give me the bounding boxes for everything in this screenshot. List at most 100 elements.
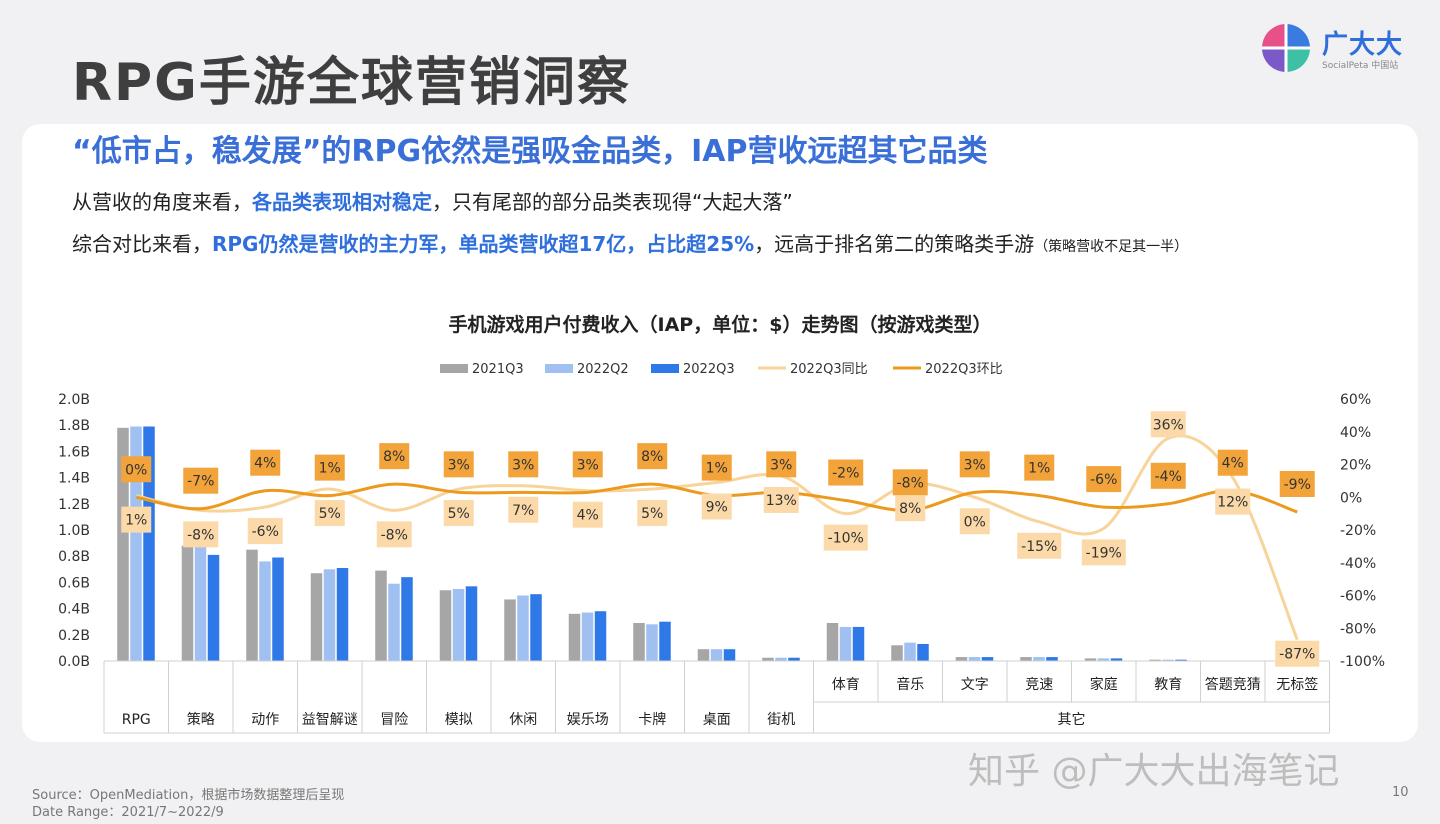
bar-2022Q3 (852, 626, 865, 661)
y-left-tick-label: 0.4B (58, 602, 90, 618)
body-highlight: 各品类表现相对稳定 (252, 190, 432, 214)
bar-2021Q3 (439, 590, 452, 661)
data-label-yoy-box (763, 486, 799, 513)
bar-2022Q3 (723, 649, 736, 661)
data-label-qoq: 3% (448, 457, 470, 473)
x-tick-label: 音乐 (896, 676, 924, 693)
bar-2022Q3 (594, 611, 607, 661)
x-tick-label: 竞速 (1025, 676, 1053, 693)
data-label-qoq-box (183, 467, 219, 494)
data-label-yoy: 1% (125, 513, 147, 529)
data-label-yoy: -8% (187, 527, 214, 543)
y-left-tick-label: 0.6B (58, 575, 90, 591)
brand-logo-icon (1262, 24, 1310, 72)
bar-2022Q2 (259, 561, 271, 661)
bar-2021Q3 (633, 623, 645, 661)
data-label-yoy: 0% (964, 514, 986, 530)
data-label-yoy-box (1150, 411, 1186, 438)
legend-swatch (440, 364, 468, 373)
x-tick-label: 动作 (251, 712, 279, 728)
y-left-tick-label: 0.0B (58, 654, 90, 670)
data-label-qoq-box (959, 451, 990, 478)
body-text: 综合对比来看， (72, 232, 212, 256)
y-left-tick-label: 0.2B (58, 628, 90, 644)
bar-2022Q2 (839, 626, 852, 661)
bar-2021Q3 (310, 573, 323, 661)
bar-2022Q3 (1046, 657, 1058, 661)
bar-2022Q3 (917, 643, 929, 661)
data-label-yoy: 9% (706, 500, 728, 516)
bar-2022Q2 (646, 624, 658, 661)
data-label-qoq-box (1217, 449, 1248, 476)
data-label-qoq-box (766, 451, 797, 478)
data-label-yoy-box (247, 518, 283, 545)
data-label-qoq: -4% (1155, 469, 1182, 485)
bar-2022Q3 (336, 567, 349, 661)
body-note: （策略营收不足其一半） (1034, 239, 1189, 255)
data-label-yoy-box (121, 506, 152, 533)
legend-label: 2022Q3环比 (925, 362, 1003, 377)
brand-name: 广大大 (1322, 30, 1404, 60)
bar-2022Q2 (517, 595, 529, 661)
data-label-qoq-box (1279, 470, 1315, 497)
x-tick-label: 无标签 (1276, 676, 1318, 693)
data-label-qoq-box (121, 456, 152, 483)
data-label-qoq: 3% (770, 457, 792, 473)
data-label-yoy-box (572, 501, 603, 528)
data-label-qoq: -2% (832, 466, 859, 482)
bar-2022Q3 (465, 586, 478, 661)
body-text: ，远高于排名第二的策略类手游 (754, 232, 1035, 256)
data-label-yoy: 13% (766, 493, 797, 509)
data-label-yoy: 7% (512, 503, 534, 519)
bar-2022Q3 (1175, 659, 1187, 661)
body-line-1: 从营收的角度来看，各品类表现相对稳定，只有尾部的部分品类表现得“大起大落” (72, 186, 793, 215)
bar-2022Q2 (452, 588, 465, 661)
data-label-yoy: -15% (1021, 539, 1057, 555)
body-text: ，只有尾部的部分品类表现得“大起大落” (432, 190, 793, 214)
bar-2021Q3 (1020, 657, 1032, 661)
data-label-qoq-box (1086, 466, 1122, 493)
data-label-yoy-box (508, 496, 539, 523)
data-label-qoq-box (572, 451, 603, 478)
data-label-yoy-box (895, 495, 926, 522)
data-label-qoq-box (379, 443, 410, 470)
data-label-yoy: 5% (448, 506, 470, 522)
chart-title: 手机游戏用户付费收入（IAP，单位：$）走势图（按游戏类型） (449, 313, 992, 336)
bar-2022Q3 (530, 594, 542, 661)
x-tick-label: 卡牌 (638, 711, 666, 728)
bar-2021Q3 (375, 570, 387, 661)
bar-2022Q2 (1097, 658, 1110, 661)
y-right-tick-label: -60% (1340, 589, 1376, 605)
data-label-yoy-box (1215, 488, 1251, 515)
x-tick-label: RPG (122, 712, 151, 728)
data-label-yoy-box (314, 500, 345, 527)
bar-2022Q2 (710, 649, 723, 661)
bar-2022Q2 (194, 545, 207, 661)
data-label-yoy: 5% (319, 506, 341, 522)
data-label-qoq-box (828, 459, 864, 486)
data-label-yoy-box (823, 524, 868, 551)
data-label-qoq: -7% (187, 474, 214, 490)
bar-2021Q3 (1149, 659, 1161, 661)
data-label-yoy: -6% (252, 524, 279, 540)
data-label-qoq-box (314, 454, 345, 481)
bar-2022Q2 (1033, 657, 1045, 661)
brand-subtitle: SocialPeta 中国站 (1322, 61, 1399, 71)
y-right-tick-label: -40% (1340, 556, 1376, 572)
y-left-tick-label: 1.6B (58, 444, 90, 460)
bar-2022Q2 (130, 426, 142, 661)
bar-2022Q3 (143, 426, 155, 661)
bar-2021Q3 (826, 623, 839, 661)
line-yoy (135, 434, 1299, 641)
legend-label: 2021Q3 (472, 362, 524, 377)
data-label-qoq-box (1024, 454, 1055, 481)
data-label-yoy: -10% (828, 531, 864, 547)
data-label-qoq: 4% (254, 456, 276, 472)
bar-2022Q3 (207, 554, 220, 661)
body-line-2: 综合对比来看，RPG仍然是营收的主力军，单品类营收超17亿，占比超25%，远高于… (72, 228, 1188, 257)
x-tick-label: 休闲 (509, 712, 537, 728)
bar-2022Q2 (968, 657, 981, 661)
y-left-tick-label: 0.8B (58, 549, 90, 565)
data-label-qoq-box (443, 451, 474, 478)
